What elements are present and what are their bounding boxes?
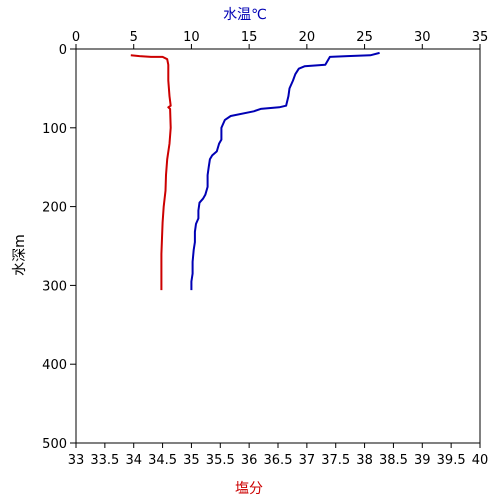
axis-ticks: 0 100 200 300 400 500 0 5 10 15 20 25 30 35 33 33.5 34 34… (42, 30, 488, 468)
x-bottom-tick-label: 35.5 (206, 453, 235, 468)
x-bottom-tick-label: 39 (414, 453, 431, 468)
x-bottom-tick-label: 36 (241, 453, 258, 468)
x-top-tick-label: 30 (414, 30, 431, 45)
y-tick-label: 0 (59, 43, 67, 58)
y-tick-label: 100 (42, 122, 67, 137)
x-bottom-tick-label: 34.5 (148, 453, 177, 468)
x-top-tick-label: 0 (72, 30, 80, 45)
y-tick-label: 200 (42, 201, 67, 216)
x-bottom-tick-label: 40 (472, 453, 489, 468)
x-top-tick-label: 5 (130, 30, 138, 45)
data-series (130, 51, 380, 291)
y-tick-label: 500 (42, 437, 67, 452)
x-top-tick-label: 10 (183, 30, 200, 45)
x-top-tick-label: 35 (472, 30, 489, 45)
y-tick-label: 400 (42, 358, 67, 373)
x-top-tick-label: 20 (299, 30, 316, 45)
x-top-tick-label: 25 (356, 30, 373, 45)
temperature-profile-line (190, 51, 380, 291)
x-bottom-tick-label: 39.5 (437, 453, 466, 468)
x-bottom-tick-label: 34 (125, 453, 142, 468)
y-tick-label: 300 (42, 279, 67, 294)
x-bottom-tick-label: 36.5 (264, 453, 293, 468)
x-bottom-tick-label: 38 (356, 453, 373, 468)
x-top-axis-title: 水温℃ (223, 7, 267, 23)
x-bottom-tick-label: 37 (299, 453, 316, 468)
x-top-tick-label: 15 (241, 30, 258, 45)
x-bottom-axis-title: 塩分 (235, 481, 263, 497)
x-bottom-tick-label: 38.5 (379, 453, 408, 468)
y-axis-title: 水深m (12, 234, 28, 276)
x-bottom-tick-label: 37.5 (321, 453, 350, 468)
x-bottom-tick-label: 33.5 (90, 453, 119, 468)
x-bottom-tick-label: 33 (68, 453, 85, 468)
x-bottom-tick-label: 35 (183, 453, 200, 468)
salinity-profile-line (130, 54, 172, 291)
